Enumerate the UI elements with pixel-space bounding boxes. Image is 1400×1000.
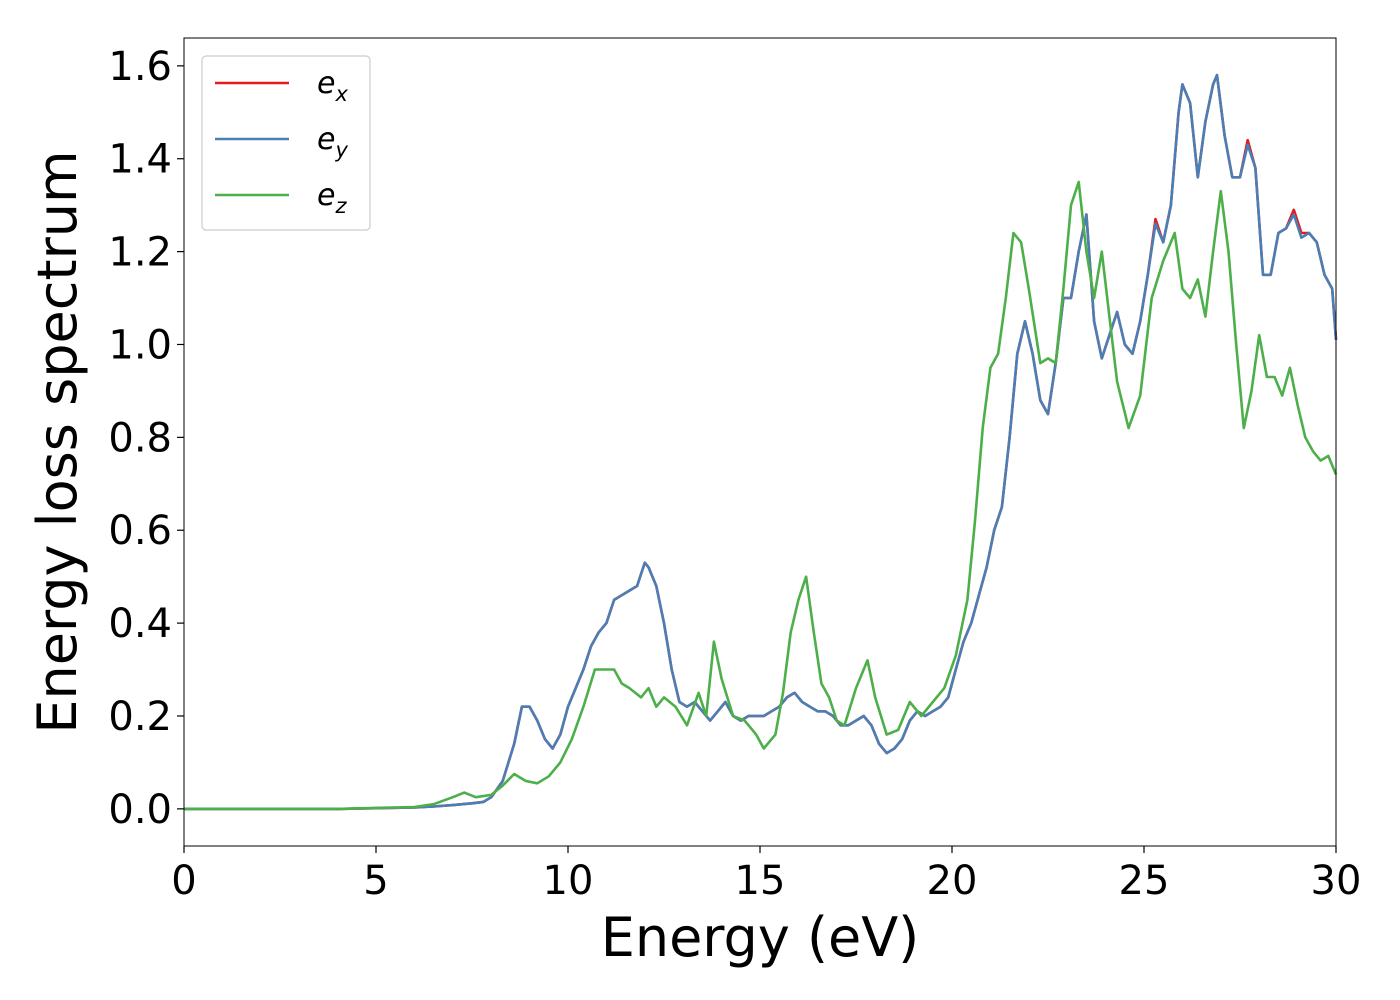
- series-line-z: [184, 180, 1338, 811]
- y-tick-label: 1.0: [108, 322, 172, 368]
- y-tick-label: 0.8: [108, 415, 172, 461]
- ticks-layer: 0 5 10 15 20 25 30 0.0 0.2 0.4 0.6 0.8 1.0 1.2 1.4 1.6: [108, 44, 1361, 904]
- x-tick-label: 25: [1119, 858, 1170, 904]
- legend-label-y: ey: [317, 122, 348, 162]
- y-tick-label: 1.2: [108, 230, 172, 276]
- x-axis-label: Energy (eV): [601, 906, 920, 969]
- y-tick-label: 1.4: [108, 137, 172, 183]
- y-tick-label: 0.4: [108, 601, 172, 647]
- x-tick-label: 0: [171, 858, 196, 904]
- y-tick-label: 0.2: [108, 694, 172, 740]
- x-tick-label: 5: [363, 858, 388, 904]
- x-tick-label: 15: [735, 858, 786, 904]
- legend: ex ey ez: [201, 55, 371, 231]
- y-tick-label: 1.6: [108, 44, 172, 90]
- x-tick-label: 30: [1311, 858, 1362, 904]
- y-tick-label: 0.6: [108, 508, 172, 554]
- series-line-y: [184, 73, 1338, 811]
- x-tick-label: 10: [543, 858, 594, 904]
- series-layer: [184, 73, 1338, 811]
- x-tick-label: 20: [927, 858, 978, 904]
- y-tick-label: 0.0: [108, 787, 172, 833]
- y-axis-label: Energy loss spectrum: [26, 150, 89, 733]
- legend-label-x: ex: [317, 66, 348, 106]
- legend-label-z: ez: [317, 178, 347, 218]
- legend-box: [201, 55, 371, 231]
